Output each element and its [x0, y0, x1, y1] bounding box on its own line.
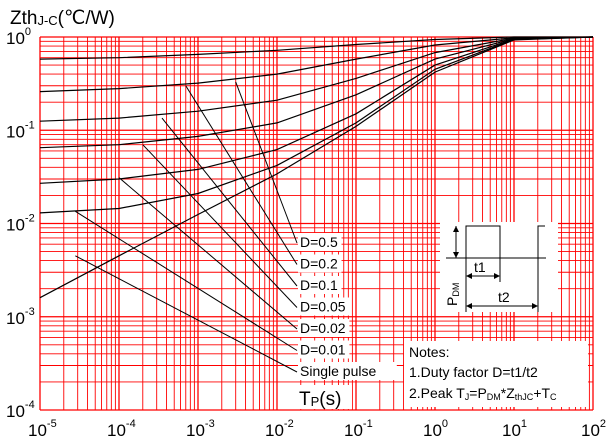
- notes-title: Notes:: [409, 344, 449, 360]
- series-label: D=0.2: [300, 256, 338, 272]
- series-label-bg: [298, 254, 342, 273]
- series-label-bg: [298, 297, 350, 316]
- series-line: [39, 36, 594, 299]
- y-tick-label: 10-1: [6, 119, 35, 141]
- series-label-bg: [298, 276, 342, 294]
- series-line: [39, 36, 594, 149]
- series-label-bg: [298, 319, 350, 337]
- y-tick-label: 10-3: [6, 306, 35, 328]
- series-label: D=0.01: [300, 342, 346, 358]
- arrowhead-icon: [466, 273, 472, 279]
- series-label: D=0.1: [300, 277, 338, 293]
- x-axis-label: TP(s): [299, 389, 341, 410]
- label-connector: [118, 177, 298, 330]
- series-label: Single pulse: [300, 363, 376, 379]
- x-tick-label: 10-5: [28, 418, 57, 440]
- label-connector: [75, 210, 298, 351]
- series-line: [39, 36, 594, 214]
- notes-bg: [404, 341, 588, 407]
- x-tick-label: 102: [581, 418, 606, 440]
- t2-label: t2: [498, 289, 510, 305]
- pdm-label: PDM: [444, 283, 461, 306]
- x-axis-label-bg: [296, 385, 352, 409]
- curves: [39, 36, 594, 299]
- label-connector: [235, 81, 298, 244]
- series-label: D=0.5: [300, 234, 338, 250]
- series-line: [39, 36, 594, 122]
- y-tick-labels: 100 10-1 10-2 10-3 10-4: [6, 26, 35, 421]
- x-tick-label: 10-3: [186, 418, 215, 440]
- y-tick-label: 10-2: [6, 213, 35, 235]
- series-line: [39, 36, 594, 93]
- y-tick-label: 100: [6, 26, 31, 48]
- label-connector: [161, 117, 298, 287]
- series-labels: D=0.5 D=0.2 D=0.1 D=0.05 D=0.02 D=0.01 Single …: [298, 233, 397, 380]
- label-connectors: [75, 81, 298, 373]
- series-line: [39, 36, 594, 184]
- x-tick-label: 10-2: [265, 418, 294, 440]
- notes-box: Notes: 1.Duty factor D=t1/t2 2.Peak TJ=P…: [404, 341, 588, 407]
- x-tick-label: 10-4: [107, 418, 136, 440]
- notes-line-1: 1.Duty factor D=t1/t2: [409, 364, 538, 380]
- notes-line-2: 2.Peak TJ=PDM*ZthJC+TC: [409, 385, 557, 402]
- label-connector: [75, 255, 298, 373]
- arrowhead-icon: [453, 252, 459, 258]
- x-tick-label: 100: [423, 418, 448, 440]
- y-axis-label: ZthJ-C(℃/W): [10, 8, 115, 29]
- arrowhead-icon: [532, 303, 538, 309]
- series-label-bg: [298, 340, 350, 359]
- series-line: [39, 36, 593, 60]
- y-tick-label: 10-4: [6, 399, 35, 421]
- arrowhead-icon: [453, 226, 459, 232]
- pulse-diagram: t1 t2 PDM: [440, 222, 558, 312]
- series-label-bg: [298, 233, 342, 251]
- series-label-bg: [298, 362, 397, 380]
- x-tick-label: 101: [502, 418, 527, 440]
- t1-label: t1: [474, 259, 486, 275]
- series-label: D=0.02: [300, 320, 346, 336]
- x-tick-label: 10-1: [344, 418, 373, 440]
- label-connector: [185, 85, 298, 265]
- series-label: D=0.05: [300, 299, 346, 315]
- arrowhead-icon: [494, 273, 500, 279]
- arrowhead-icon: [466, 303, 472, 309]
- x-tick-labels: 10-5 10-4 10-3 10-2 10-1 100 101 102: [28, 418, 606, 440]
- label-connector: [142, 144, 298, 308]
